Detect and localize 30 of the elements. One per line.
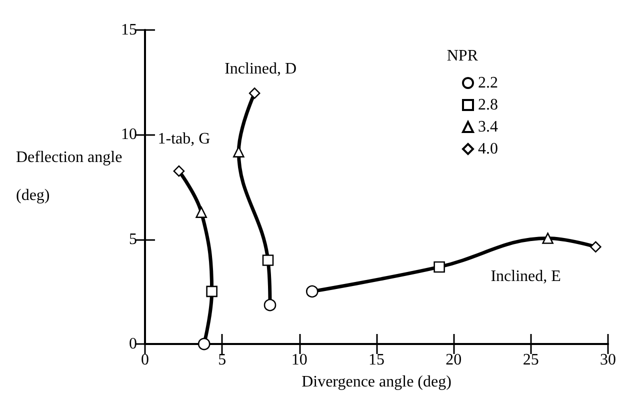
text: Deflection angle (deg) bbox=[16, 149, 122, 204]
y-tick-label: 15 bbox=[121, 22, 137, 38]
point bbox=[542, 232, 554, 244]
x-tick-label: 30 bbox=[600, 352, 616, 368]
legend-label: 4.0 bbox=[478, 140, 498, 158]
y-tick-label: 10 bbox=[121, 126, 137, 144]
point bbox=[264, 298, 276, 312]
annotation: Inclined, E bbox=[490, 268, 561, 285]
x-axis-title: Divergence angle (deg) bbox=[302, 374, 452, 390]
x-tick-label: 10 bbox=[291, 352, 308, 368]
point bbox=[262, 254, 274, 266]
x-tick-label: 0 bbox=[141, 352, 149, 368]
point bbox=[590, 241, 602, 253]
legend-label: 3.4 bbox=[478, 118, 498, 136]
legend-label: 2.8 bbox=[478, 96, 498, 114]
point bbox=[206, 286, 218, 298]
point bbox=[434, 261, 445, 273]
point bbox=[248, 88, 260, 99]
point bbox=[306, 285, 318, 298]
annotation: Inclined, D bbox=[224, 60, 297, 78]
x-tick-label: 20 bbox=[446, 352, 462, 368]
point bbox=[196, 206, 207, 218]
point bbox=[198, 338, 210, 350]
legend-label: 2.2 bbox=[478, 74, 498, 92]
x-tick-label: 25 bbox=[522, 352, 539, 368]
legend-title: NPR bbox=[446, 48, 478, 64]
x-tick-label: 5 bbox=[218, 352, 226, 368]
annotation: 1-tab, G bbox=[158, 130, 211, 148]
x-tick-label: 15 bbox=[368, 352, 384, 368]
point bbox=[173, 165, 185, 177]
